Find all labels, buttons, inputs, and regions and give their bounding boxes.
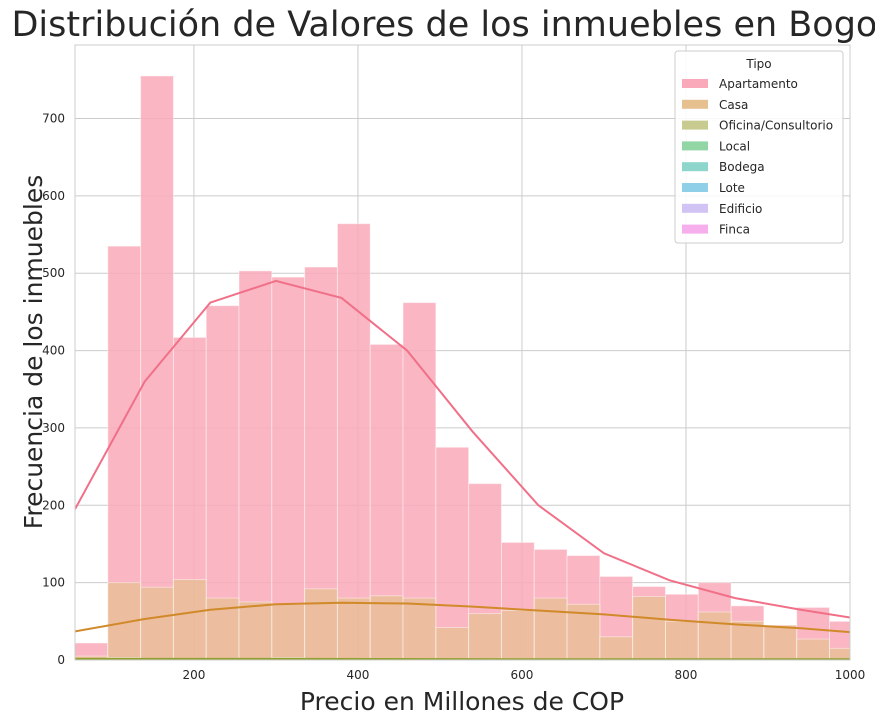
y-axis-ticks: 0 100 200 300 400 500 600 700 bbox=[42, 111, 65, 667]
x-tick-label: 1000 bbox=[835, 668, 866, 682]
chart-title: Distribución de Valores de los inmuebles… bbox=[11, 5, 875, 45]
x-tick-label: 800 bbox=[675, 668, 698, 682]
bar-casa-5 bbox=[238, 601, 273, 660]
bar-apartamento-6 bbox=[271, 276, 306, 660]
kde-line-casa bbox=[75, 601, 850, 634]
y-tick-label: 300 bbox=[42, 421, 65, 435]
bar-casa-17 bbox=[632, 596, 666, 660]
bar-casa-6 bbox=[271, 603, 306, 660]
bar-casa-21 bbox=[763, 624, 798, 660]
bar-apartamento-8 bbox=[336, 223, 371, 660]
y-tick-label: 0 bbox=[57, 653, 65, 667]
x-tick-label: 200 bbox=[182, 668, 205, 682]
bar-casa-10 bbox=[402, 597, 437, 660]
bar-casa-7 bbox=[304, 588, 338, 660]
y-tick-label: 400 bbox=[42, 344, 65, 358]
bar-casa-16 bbox=[599, 636, 634, 660]
bar-casa-9 bbox=[369, 595, 404, 660]
bar-casa-22 bbox=[796, 638, 830, 660]
legend-swatch bbox=[682, 79, 708, 88]
kde-line-apartamento bbox=[75, 279, 850, 619]
legend-entry-label: Apartamento bbox=[719, 77, 798, 91]
bar-casa-19 bbox=[697, 611, 732, 660]
bar-casa-3 bbox=[172, 579, 207, 660]
legend-box bbox=[674, 50, 844, 244]
legend-swatch bbox=[682, 203, 708, 213]
legend-swatch bbox=[682, 141, 708, 151]
bar-casa-14 bbox=[533, 597, 568, 660]
y-tick-label: 100 bbox=[42, 576, 65, 590]
bar-casa-8 bbox=[336, 597, 371, 660]
legend-swatch bbox=[682, 183, 708, 192]
kde-lines-group bbox=[75, 279, 850, 660]
bars-group bbox=[75, 75, 850, 660]
bar-apartamento-11 bbox=[435, 446, 470, 660]
legend-swatch bbox=[682, 224, 708, 234]
y-tick-label: 700 bbox=[42, 111, 65, 125]
plot-frame bbox=[74, 44, 851, 661]
y-axis-label: Frecuencia de los inmuebles bbox=[19, 175, 48, 529]
legend-entry-label: Bodega bbox=[719, 160, 765, 174]
y-tick-label: 200 bbox=[42, 498, 65, 512]
x-tick-label: 600 bbox=[511, 668, 534, 682]
y-tick-label: 600 bbox=[42, 189, 65, 203]
x-axis-ticks: 200 400 600 800 1000 bbox=[182, 668, 865, 682]
bar-casa-13 bbox=[500, 609, 535, 660]
legend-swatch bbox=[682, 162, 708, 172]
bar-casa-12 bbox=[468, 613, 502, 660]
y-tick-label: 500 bbox=[42, 266, 65, 280]
bar-apartamento-5 bbox=[238, 270, 273, 660]
legend-title: Tipo bbox=[745, 57, 771, 71]
bar-casa-11 bbox=[435, 627, 470, 660]
bar-casa-2 bbox=[140, 586, 174, 660]
legend-items: Apartamento Casa Oficina/Consultorio Local B… bbox=[682, 77, 833, 237]
legend-entry-label: Local bbox=[719, 139, 750, 153]
legend-entry-label: Casa bbox=[719, 98, 748, 112]
bar-casa-18 bbox=[664, 620, 699, 660]
bar-casa-23 bbox=[828, 647, 850, 660]
x-axis-label: Precio en Millones de COP bbox=[300, 687, 624, 716]
legend-entry-label: Edificio bbox=[719, 202, 762, 216]
legend: Tipo Apartamento Casa Oficina/Consultorio L… bbox=[674, 50, 844, 244]
legend-swatch bbox=[682, 99, 708, 109]
legend-entry-label: Finca bbox=[719, 223, 750, 237]
legend-entry-label: Oficina/Consultorio bbox=[719, 119, 833, 133]
legend-entry-label: Lote bbox=[719, 181, 745, 195]
bar-casa-20 bbox=[730, 620, 765, 660]
x-tick-label: 400 bbox=[346, 668, 369, 682]
legend-swatch bbox=[682, 120, 708, 130]
